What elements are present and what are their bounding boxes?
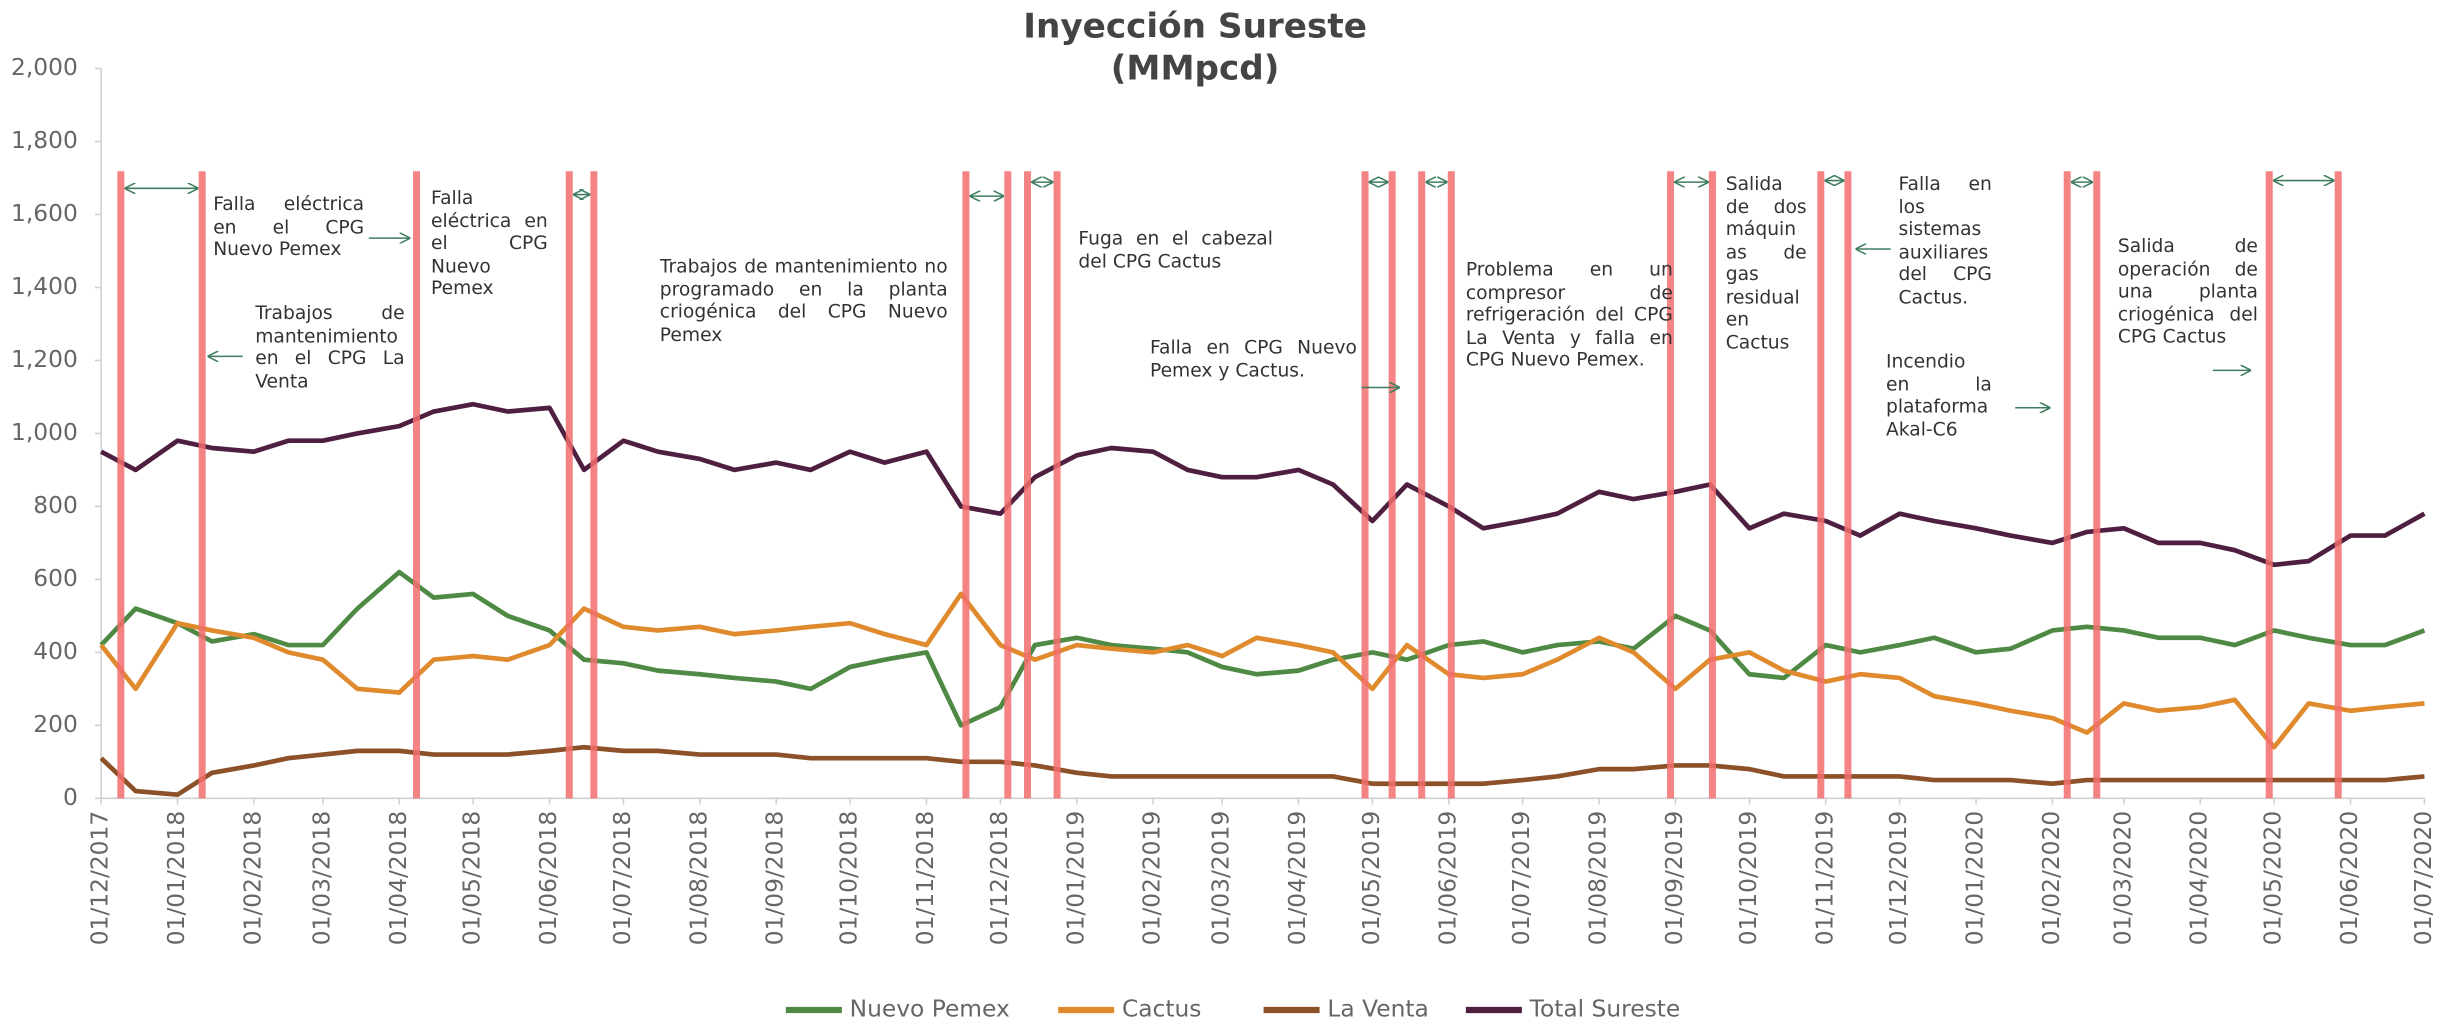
x-tick-label: 01/04/2020	[2185, 811, 2213, 945]
annotation-box: Fuga en el cabezal del CPG Cactus	[1078, 227, 1273, 272]
annotation-box: Falla en los sistemas auxiliares del CPG…	[1898, 172, 1992, 308]
x-tick-label: 01/02/2018	[238, 811, 266, 945]
x-tick-label: 01/12/2018	[985, 811, 1013, 945]
y-tick-label: 1,400	[11, 272, 78, 300]
x-tick-label: 01/04/2018	[384, 811, 412, 945]
annotation: Salida de dos máquinas de gas residual e…	[1725, 172, 1807, 353]
y-tick-label: 2,000	[11, 53, 78, 81]
x-tick-label: 01/07/2020	[2409, 811, 2437, 945]
x-tick-label: 01/05/2018	[458, 811, 486, 945]
y-tick-label: 1,200	[11, 345, 78, 373]
annotation: Falla en los sistemas auxiliares del CPG…	[1898, 172, 1992, 308]
y-tick-label: 200	[33, 710, 78, 738]
legend-label: Nuevo Pemex	[850, 994, 1010, 1022]
x-tick-label: 01/03/2019	[1207, 811, 1235, 945]
y-tick-label: 1,800	[11, 126, 78, 154]
legend-label: La Venta	[1327, 994, 1428, 1022]
annotation: Incendio en la plataforma Akal-C6	[1886, 350, 1992, 440]
y-tick-label: 0	[63, 783, 78, 811]
x-tick-label: 01/06/2020	[2335, 811, 2363, 945]
x-tick-label: 01/07/2019	[1507, 811, 1535, 945]
x-tick-label: 01/07/2018	[608, 811, 636, 945]
x-tick-label: 01/01/2018	[162, 811, 190, 945]
x-tick-label: 01/10/2019	[1734, 811, 1762, 945]
x-tick-label: 01/03/2020	[2108, 811, 2136, 945]
x-tick-label: 01/10/2018	[835, 811, 863, 945]
y-tick-label: 400	[33, 637, 78, 665]
annotation-box: Falla eléctrica en el CPG Nuevo Pemex	[213, 192, 365, 260]
legend-label: Total Sureste	[1529, 994, 1681, 1022]
annotation-box: Problema en un compresor de refrigeració…	[1465, 258, 1673, 371]
x-tick-label: 01/01/2020	[1961, 811, 1989, 945]
x-tick-label: 01/11/2019	[1810, 811, 1838, 945]
series-line	[100, 401, 2426, 568]
x-tick-label: 01/01/2019	[1061, 811, 1089, 945]
series-line	[99, 744, 2425, 798]
chart-subtitle: (MMpcd)	[1111, 49, 1280, 89]
x-tick-label: 01/05/2020	[2259, 811, 2287, 945]
annotation-box: Trabajos de mantenimiento no programado …	[659, 255, 948, 345]
annotation: Fuga en el cabezal del CPG Cactus	[1078, 227, 1273, 272]
annotation: Falla eléctrica en el CPG Nuevo Pemex	[431, 186, 548, 299]
x-tick-label: 01/05/2019	[1357, 811, 1385, 945]
x-tick-label: 01/12/2017	[86, 811, 114, 945]
x-tick-label: 01/03/2018	[307, 811, 335, 945]
x-tick-label: 01/08/2019	[1584, 811, 1612, 945]
legend-label: Cactus	[1122, 994, 1201, 1022]
annotation: Problema en un compresor de refrigeració…	[1465, 258, 1673, 371]
annotation: Trabajos de mantenimiento en el CPG La V…	[255, 301, 405, 392]
annotation-box: Trabajos de mantenimiento en el CPG La V…	[255, 301, 405, 392]
x-tick-label: 01/06/2019	[1433, 811, 1461, 945]
x-tick-label: 01/06/2018	[534, 811, 562, 945]
annotation: Falla eléctrica en el CPG Nuevo Pemex	[213, 192, 365, 260]
x-tick-label: 01/09/2018	[761, 811, 789, 945]
chart-title: Inyección Sureste	[1023, 7, 1367, 47]
annotation-box: Incendio en la plataforma Akal-C6	[1886, 350, 1992, 440]
annotation-box: Salida de operación de una planta criogé…	[2117, 235, 2258, 348]
x-tick-label: 01/04/2019	[1283, 811, 1311, 945]
x-tick-label: 01/09/2019	[1660, 811, 1688, 945]
x-tick-label: 01/02/2019	[1138, 811, 1166, 945]
x-tick-label: 01/08/2018	[684, 811, 712, 945]
series-line	[99, 591, 2425, 750]
x-tick-label: 01/12/2019	[1884, 811, 1912, 945]
y-tick-label: 800	[33, 491, 78, 519]
y-tick-label: 1,600	[11, 199, 78, 227]
annotation-box: Falla en CPG Nuevo Pemex y Cactus.	[1149, 336, 1357, 381]
y-tick-label: 600	[33, 564, 78, 592]
y-tick-label: 1,000	[11, 418, 78, 446]
x-tick-label: 01/11/2018	[911, 811, 939, 945]
annotation: Salida de operación de una planta criogé…	[2117, 235, 2258, 348]
x-tick-label: 01/02/2020	[2037, 811, 2065, 945]
annotation: Trabajos de mantenimiento no programado …	[659, 255, 948, 345]
series-line	[99, 569, 2426, 728]
annotation: Falla en CPG Nuevo Pemex y Cactus.	[1149, 336, 1357, 381]
annotation-box: Falla eléctrica en el CPG Nuevo Pemex	[431, 186, 548, 299]
annotation-box: Salida de dos máquinas de gas residual e…	[1725, 172, 1807, 353]
